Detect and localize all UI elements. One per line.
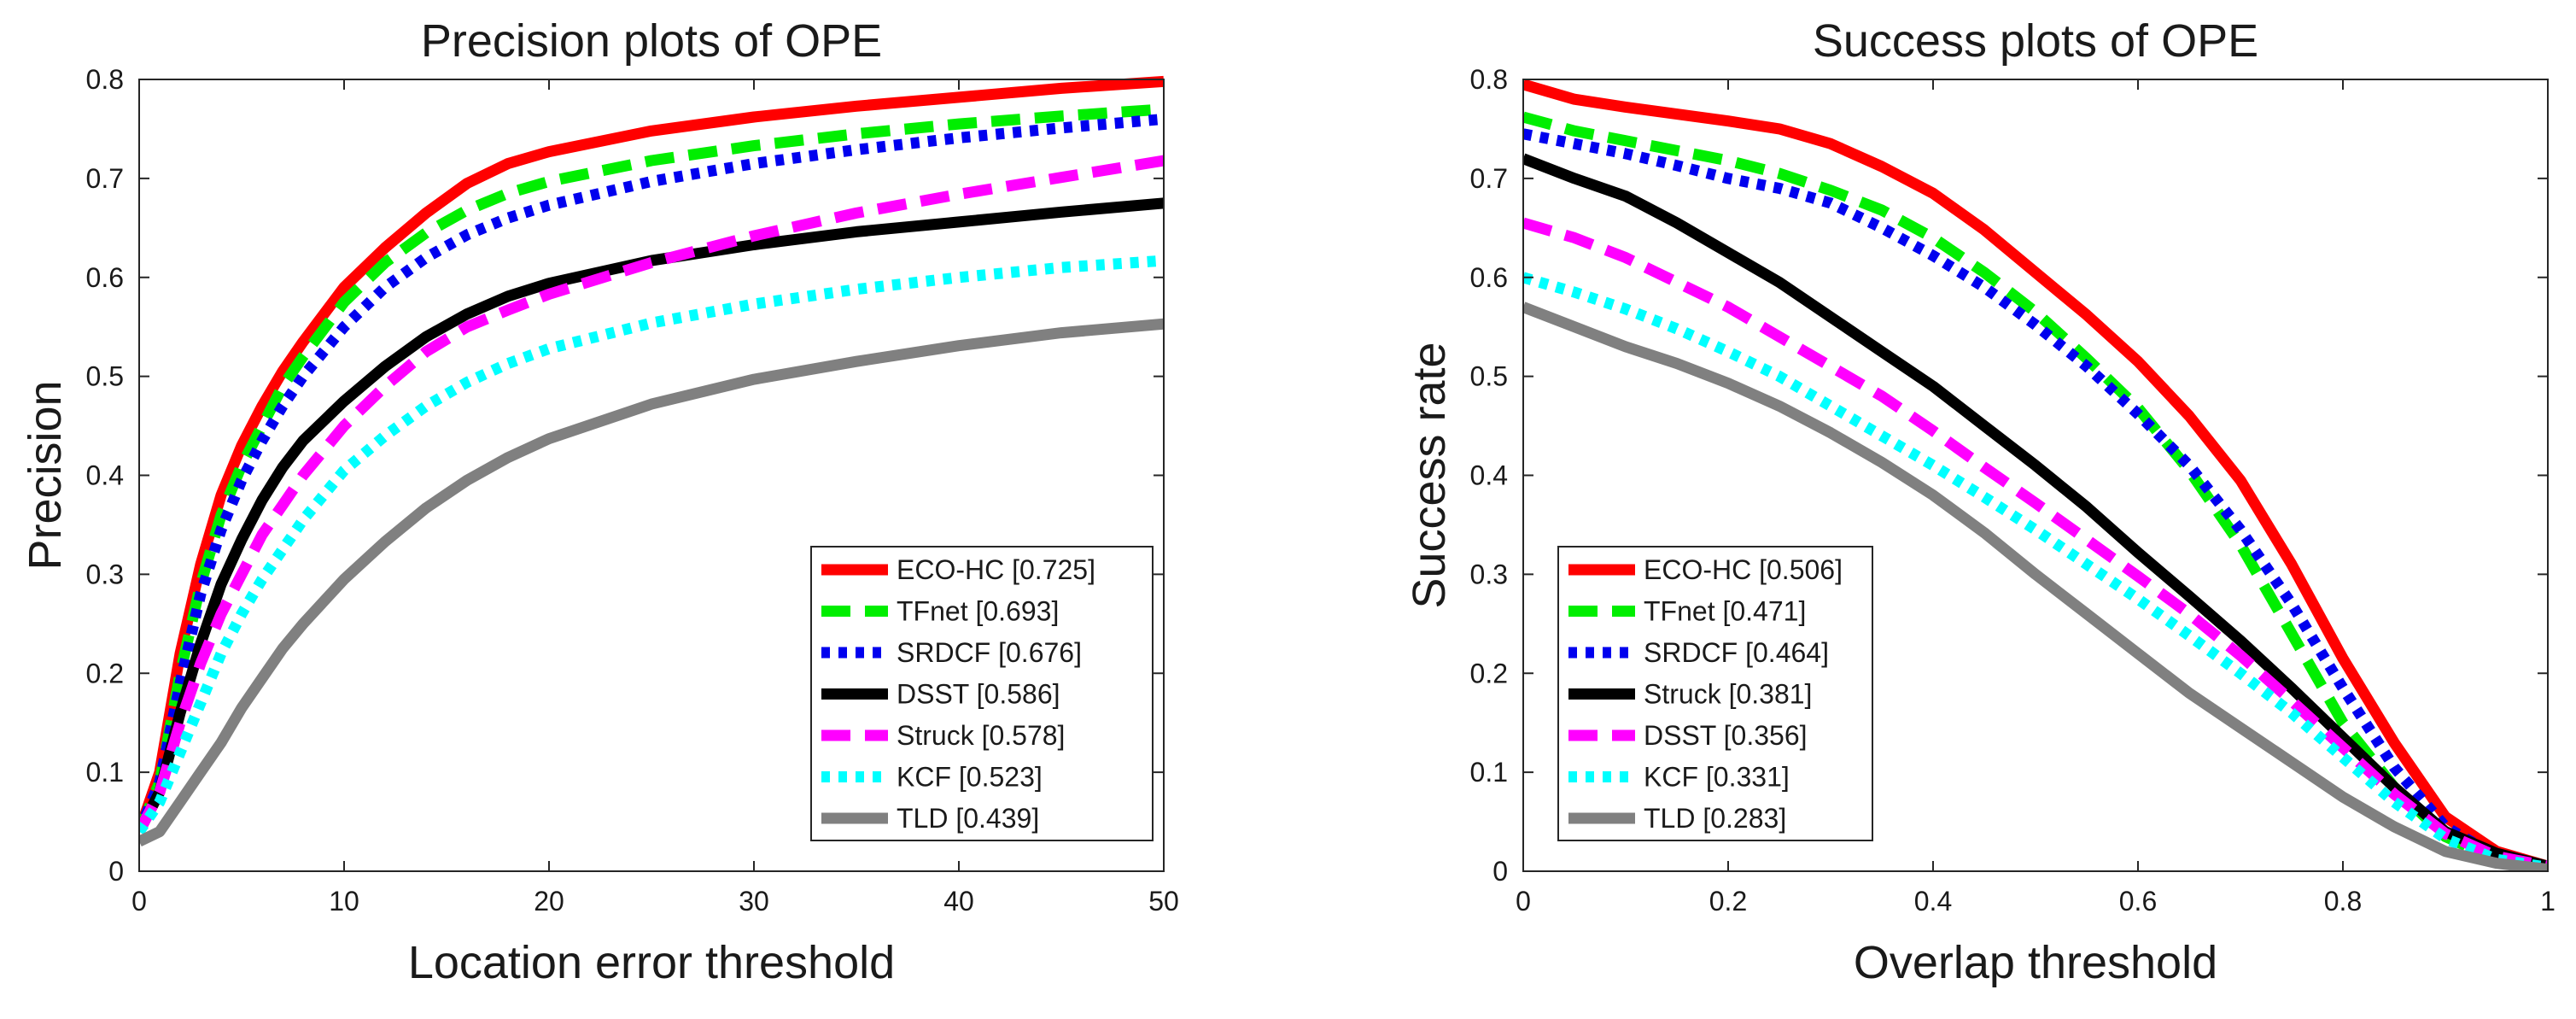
series-lines — [1523, 79, 2548, 871]
legend-label-5: KCF [0.331] — [1644, 762, 1790, 793]
x-tick-label: 0.6 — [2119, 886, 2157, 917]
y-tick-label: 0.4 — [86, 460, 124, 491]
y-tick-label: 0.2 — [1470, 658, 1508, 688]
series-line-5 — [139, 255, 1164, 835]
legend-label-1: TFnet [0.693] — [897, 596, 1059, 627]
chart-title: Success plots of OPE — [1813, 15, 2258, 67]
x-tick-label: 40 — [943, 886, 974, 917]
series-line-3 — [139, 197, 1164, 835]
y-tick-label: 0.6 — [86, 262, 124, 293]
series-line-1 — [1523, 111, 2548, 871]
legend-label-4: DSST [0.356] — [1644, 720, 1808, 751]
x-tick-label: 0.4 — [1914, 886, 1952, 917]
legend-label-3: Struck [0.381] — [1644, 679, 1812, 710]
y-tick-label: 0.7 — [86, 163, 124, 194]
y-tick-label: 0.3 — [1470, 559, 1508, 589]
x-axis-label: Overlap threshold — [1854, 937, 2217, 988]
y-tick-label: 0.1 — [86, 757, 124, 788]
y-tick-label: 0.7 — [1470, 163, 1508, 194]
x-tick-label: 1 — [2540, 886, 2556, 917]
x-tick-label: 10 — [329, 886, 359, 917]
chart-panel-0: 0 10 20 30 40 50 0 0.1 0.2 0.3 0.4 0.5 0.6 0.7 0.8 Prec… — [20, 15, 1179, 988]
legend-label-4: Struck [0.578] — [897, 720, 1065, 751]
series-line-2 — [1523, 128, 2548, 871]
chart-title: Precision plots of OPE — [421, 15, 882, 67]
legend-label-5: KCF [0.523] — [897, 762, 1043, 793]
x-tick-label: 30 — [739, 886, 769, 917]
legend-label-2: SRDCF [0.676] — [897, 637, 1082, 668]
series-line-0 — [1523, 79, 2548, 871]
y-tick-label: 0.6 — [1470, 262, 1508, 293]
x-tick-label: 0 — [1516, 886, 1531, 917]
legend-label-2: SRDCF [0.464] — [1644, 637, 1829, 668]
legend-label-0: ECO-HC [0.506] — [1644, 554, 1843, 585]
y-tick-label: 0.1 — [1470, 757, 1508, 788]
series-line-6 — [1523, 302, 2548, 871]
y-tick-label: 0.3 — [86, 559, 124, 589]
x-tick-label: 50 — [1148, 886, 1179, 917]
chart-panel-1: 0 0.2 0.4 0.6 0.8 1 0 0.1 0.2 0.3 0.4 0.5 0.6 0.7 0.8 S… — [1404, 15, 2556, 988]
legend: ECO-HC [0.506] TFnet [0.471] SRDCF [0.464]… — [1557, 546, 1873, 841]
legend-label-6: TLD [0.439] — [897, 803, 1039, 834]
series-lines — [139, 75, 1164, 847]
series-line-0 — [139, 75, 1164, 834]
y-tick-label: 0.8 — [1470, 64, 1508, 95]
legend-label-3: DSST [0.586] — [897, 679, 1060, 710]
y-tick-label: 0.2 — [86, 658, 124, 688]
x-tick-label: 0 — [131, 886, 147, 917]
legend-label-0: ECO-HC [0.725] — [897, 554, 1095, 585]
series-line-4 — [1523, 217, 2548, 871]
x-axis-label: Location error threshold — [408, 937, 895, 988]
x-tick-label: 0.2 — [1709, 886, 1747, 917]
y-tick-label: 0.5 — [86, 361, 124, 392]
legend-label-6: TLD [0.283] — [1644, 803, 1786, 834]
y-tick-label: 0.5 — [1470, 361, 1508, 392]
series-line-6 — [139, 318, 1164, 847]
y-axis-label: Success rate — [1404, 342, 1455, 608]
x-tick-label: 0.8 — [2324, 886, 2362, 917]
series-line-4 — [139, 155, 1164, 835]
x-tick-label: 20 — [534, 886, 564, 917]
y-axis-label: Precision — [20, 380, 71, 570]
legend: ECO-HC [0.725] TFnet [0.693] SRDCF [0.676]… — [810, 546, 1154, 841]
y-tick-label: 0 — [1492, 856, 1508, 887]
series-line-3 — [1523, 153, 2548, 871]
legend-label-1: TFnet [0.471] — [1644, 596, 1806, 627]
y-tick-label: 0 — [108, 856, 124, 887]
y-tick-label: 0.4 — [1470, 460, 1508, 491]
y-tick-label: 0.8 — [86, 64, 124, 95]
